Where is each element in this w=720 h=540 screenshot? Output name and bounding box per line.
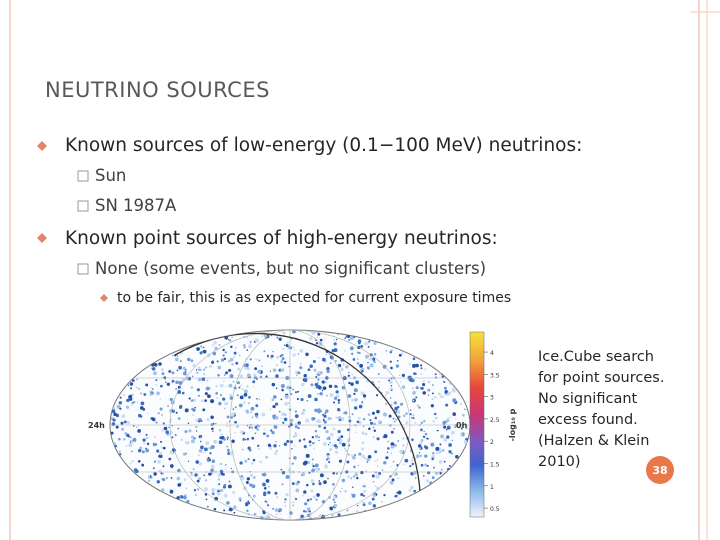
colorbar-tick-label: 2.5 [490, 417, 500, 424]
caption-line: 2010) [538, 454, 581, 470]
title: NEUTRINO SOURCES [45, 78, 270, 102]
colorbar-tick-label: 0.5 [490, 506, 500, 513]
colorbar-tick-label: 3 [490, 395, 494, 402]
bullet: Known point sources of high-energy neutr… [65, 228, 498, 249]
sub-bullet: SN 1987A [95, 196, 177, 215]
ra-label: 24h [88, 421, 105, 430]
caption-line: for point sources. [538, 370, 665, 386]
page-number: 38 [652, 464, 667, 477]
caption-line: Ice.Cube search [538, 349, 654, 365]
colorbar-tick-label: 1 [490, 484, 494, 491]
colorbar-tick-label: 1.5 [490, 462, 500, 469]
caption-line: No significant [538, 391, 638, 407]
caption-line: (Halzen & Klein [538, 433, 650, 449]
colorbar [469, 331, 485, 518]
colorbar-tick-label: 2 [490, 439, 494, 446]
ra-label: 0h [456, 421, 468, 430]
colorbar-label: -log₁₀ p [508, 408, 517, 441]
sub-sub-bullet: to be fair, this is as expected for curr… [117, 290, 512, 306]
bullet: Known sources of low-energy (0.1−100 MeV… [65, 135, 583, 156]
colorbar-tick-label: 3.5 [490, 372, 500, 379]
sub-bullet: Sun [95, 166, 127, 185]
sub-bullet: None (some events, but no significant cl… [95, 259, 487, 278]
colorbar-tick-label: 4 [490, 350, 494, 357]
caption-line: excess found. [538, 412, 638, 428]
